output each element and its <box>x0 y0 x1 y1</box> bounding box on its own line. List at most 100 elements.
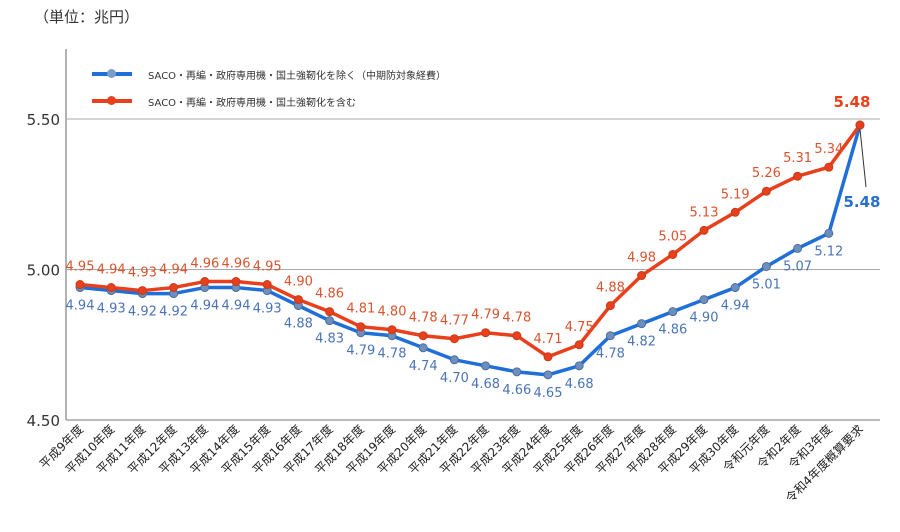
data-label: 4.66 <box>502 383 531 398</box>
data-point <box>325 307 335 317</box>
data-label: 4.96 <box>222 257 251 272</box>
legend-swatch-red <box>92 96 132 105</box>
data-label: 4.79 <box>471 308 500 323</box>
legend-item-including: SACO・再編・政府専用機・国土強靭化を含む <box>92 93 446 109</box>
data-point <box>512 367 522 377</box>
y-tick-label: 5.50 <box>27 111 60 129</box>
leader-line <box>859 128 867 188</box>
data-label: 4.74 <box>409 359 438 374</box>
legend-label: SACO・再編・政府専用機・国土強靭化を除く（中期防対象経費） <box>148 70 447 82</box>
data-label: 4.90 <box>690 311 719 326</box>
data-label: 4.94 <box>190 299 219 314</box>
data-label: 4.79 <box>346 344 375 359</box>
data-point <box>512 331 522 341</box>
data-point <box>481 361 491 371</box>
data-label: 4.83 <box>315 332 344 347</box>
data-label: 4.78 <box>409 311 438 326</box>
data-label: 5.12 <box>814 244 843 259</box>
data-label: 4.93 <box>128 266 157 281</box>
data-label: 4.77 <box>440 314 469 329</box>
data-point <box>761 261 771 271</box>
y-tick-label: 4.50 <box>27 412 60 430</box>
data-label: 4.81 <box>346 302 375 317</box>
data-label: 4.94 <box>222 299 251 314</box>
data-label: 4.92 <box>128 305 157 320</box>
data-point <box>761 186 771 196</box>
data-label: 4.68 <box>565 377 594 392</box>
data-label: 4.92 <box>159 305 188 320</box>
data-point <box>325 316 335 326</box>
data-label: 4.96 <box>190 257 219 272</box>
data-point <box>543 352 553 362</box>
data-label: 4.78 <box>502 311 531 326</box>
data-label: 4.95 <box>66 260 95 275</box>
data-label: 4.65 <box>534 386 563 401</box>
data-label: 5.26 <box>752 166 781 181</box>
data-point <box>231 277 241 287</box>
data-label: 4.82 <box>627 335 656 350</box>
data-point <box>824 162 834 172</box>
data-label: 4.75 <box>565 320 594 335</box>
data-point <box>699 225 709 235</box>
data-label: 5.13 <box>690 205 719 220</box>
data-label: 5.48 <box>843 193 880 211</box>
data-label: 4.94 <box>721 299 750 314</box>
data-point <box>449 355 459 365</box>
data-point <box>387 325 397 335</box>
data-point <box>481 328 491 338</box>
data-label: 5.19 <box>721 187 750 202</box>
data-point <box>668 307 678 317</box>
data-label: 4.88 <box>596 281 625 296</box>
data-point <box>543 370 553 380</box>
legend: SACO・再編・政府専用機・国土強靭化を除く（中期防対象経費） SACO・再編・… <box>92 66 446 120</box>
data-point <box>699 295 709 305</box>
data-point <box>75 280 85 290</box>
data-point <box>855 120 865 130</box>
data-point <box>418 331 428 341</box>
data-point <box>793 171 803 181</box>
data-point <box>574 340 584 350</box>
data-point <box>356 322 366 332</box>
legend-label: SACO・再編・政府専用機・国土強靭化を含む <box>148 97 357 109</box>
data-point <box>730 283 740 293</box>
unit-label: （単位：兆円） <box>34 8 140 26</box>
data-point <box>106 283 116 293</box>
data-label: 4.88 <box>284 317 313 332</box>
data-label: 5.05 <box>658 229 687 244</box>
data-label: 4.95 <box>253 260 282 275</box>
series-line-1 <box>79 123 862 359</box>
data-point <box>574 361 584 371</box>
data-point <box>730 207 740 217</box>
data-point <box>605 301 615 311</box>
data-point <box>200 277 210 287</box>
data-label: 4.94 <box>159 263 188 278</box>
data-label: 4.90 <box>284 275 313 290</box>
data-label: 4.78 <box>596 347 625 362</box>
data-label: 4.86 <box>315 287 344 302</box>
data-label: 4.78 <box>378 347 407 362</box>
data-point <box>637 319 647 329</box>
data-label: 4.80 <box>378 305 407 320</box>
data-label: 5.34 <box>814 142 843 157</box>
data-label: 4.86 <box>658 323 687 338</box>
data-label: 4.70 <box>440 371 469 386</box>
data-label: 4.71 <box>534 332 563 347</box>
y-tick-label: 5.00 <box>27 262 60 280</box>
data-label: 5.07 <box>783 259 812 274</box>
data-point <box>668 249 678 259</box>
data-point <box>449 334 459 344</box>
data-point <box>824 228 834 238</box>
data-point <box>262 280 272 290</box>
data-label: 4.68 <box>471 377 500 392</box>
data-point <box>169 283 179 293</box>
data-label: 4.94 <box>97 263 126 278</box>
data-point <box>418 343 428 353</box>
data-point <box>137 286 147 296</box>
data-label: 5.01 <box>752 277 781 292</box>
data-label: 5.48 <box>833 93 870 111</box>
data-point <box>793 243 803 253</box>
data-point <box>605 331 615 341</box>
data-label: 4.98 <box>627 251 656 266</box>
